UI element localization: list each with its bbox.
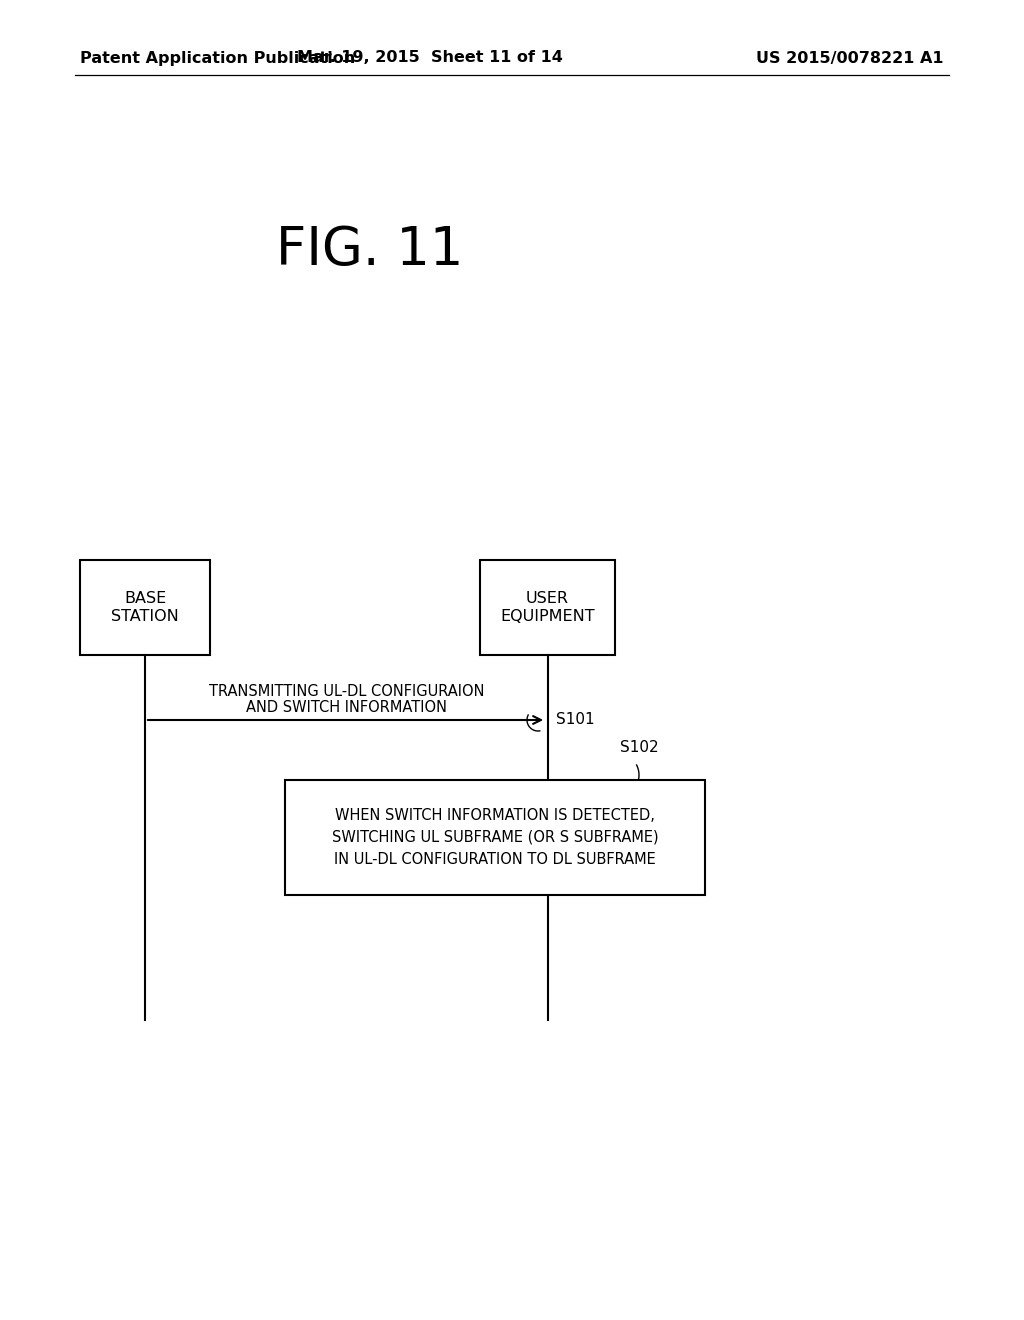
Text: WHEN SWITCH INFORMATION IS DETECTED,: WHEN SWITCH INFORMATION IS DETECTED, [335, 808, 655, 822]
Text: FIG. 11: FIG. 11 [276, 224, 464, 276]
Text: Patent Application Publication: Patent Application Publication [80, 50, 355, 66]
Text: BASE
STATION: BASE STATION [112, 591, 179, 624]
Bar [285, 780, 705, 895]
Bar [480, 560, 615, 655]
Text: AND SWITCH INFORMATION: AND SWITCH INFORMATION [246, 700, 447, 714]
Text: TRANSMITTING UL-DL CONFIGURAION: TRANSMITTING UL-DL CONFIGURAION [209, 685, 484, 700]
Text: USER
EQUIPMENT: USER EQUIPMENT [500, 591, 595, 624]
Text: IN UL-DL CONFIGURATION TO DL SUBFRAME: IN UL-DL CONFIGURATION TO DL SUBFRAME [334, 851, 656, 867]
Text: SWITCHING UL SUBFRAME (OR S SUBFRAME): SWITCHING UL SUBFRAME (OR S SUBFRAME) [332, 830, 658, 845]
Text: Mar. 19, 2015  Sheet 11 of 14: Mar. 19, 2015 Sheet 11 of 14 [297, 50, 563, 66]
Text: US 2015/0078221 A1: US 2015/0078221 A1 [757, 50, 944, 66]
Text: S102: S102 [620, 741, 658, 755]
Text: S101: S101 [556, 713, 595, 727]
Bar [80, 560, 210, 655]
